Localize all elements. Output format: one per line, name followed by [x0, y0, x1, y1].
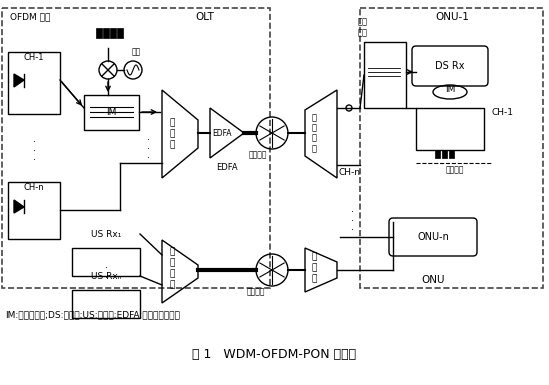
Text: 复
用
器: 复 用 器 — [169, 119, 175, 150]
Text: .
.
.: . . . — [350, 204, 354, 232]
Text: 波器: 波器 — [358, 28, 368, 37]
Text: IM:强度调制器;DS:下行流;US:上行流;EDFA:掺钒光纤放大器: IM:强度调制器;DS:下行流;US:上行流;EDFA:掺钒光纤放大器 — [5, 310, 180, 319]
Text: 解
复
用
器: 解 复 用 器 — [311, 113, 317, 153]
Text: OLT: OLT — [195, 12, 214, 22]
Text: CH-1: CH-1 — [24, 53, 44, 62]
Text: 复
用
器: 复 用 器 — [311, 253, 317, 284]
Text: IM: IM — [106, 107, 116, 117]
Polygon shape — [435, 150, 440, 158]
Text: US Rx₁: US Rx₁ — [91, 229, 121, 238]
Text: CH-n: CH-n — [24, 183, 44, 192]
Text: 光滤: 光滤 — [358, 17, 368, 27]
Polygon shape — [14, 74, 24, 87]
Text: US Rxₙ: US Rxₙ — [91, 271, 121, 281]
Text: 图 1   WDM-OFDM-PON 结构图: 图 1 WDM-OFDM-PON 结构图 — [192, 348, 356, 361]
Text: 上行光纤: 上行光纤 — [247, 288, 265, 296]
Text: ONU-1: ONU-1 — [435, 12, 469, 22]
Polygon shape — [110, 28, 116, 38]
Text: ONU-n: ONU-n — [417, 232, 449, 242]
Text: CH-1: CH-1 — [491, 107, 513, 117]
Text: EDFA: EDFA — [216, 163, 238, 172]
Text: 下行光纤: 下行光纤 — [249, 151, 267, 159]
Text: IM: IM — [445, 84, 455, 94]
Text: ONU: ONU — [421, 275, 445, 285]
Polygon shape — [117, 28, 123, 38]
Polygon shape — [103, 28, 109, 38]
Text: OFDM 信号: OFDM 信号 — [10, 12, 51, 21]
Text: .
.
.: . . . — [147, 132, 149, 160]
Polygon shape — [14, 200, 24, 213]
Polygon shape — [449, 150, 454, 158]
Text: .
.: . . — [104, 260, 108, 280]
Text: EDFA: EDFA — [212, 129, 232, 137]
Polygon shape — [442, 150, 447, 158]
Text: 上行数据: 上行数据 — [446, 166, 464, 174]
Text: 本振: 本振 — [131, 47, 141, 56]
Text: CH-n: CH-n — [338, 167, 360, 176]
Polygon shape — [96, 28, 102, 38]
Text: DS Rx: DS Rx — [435, 61, 465, 71]
Text: 解
复
用
器: 解 复 用 器 — [169, 247, 175, 289]
Text: .
.
.: . . . — [32, 134, 36, 162]
